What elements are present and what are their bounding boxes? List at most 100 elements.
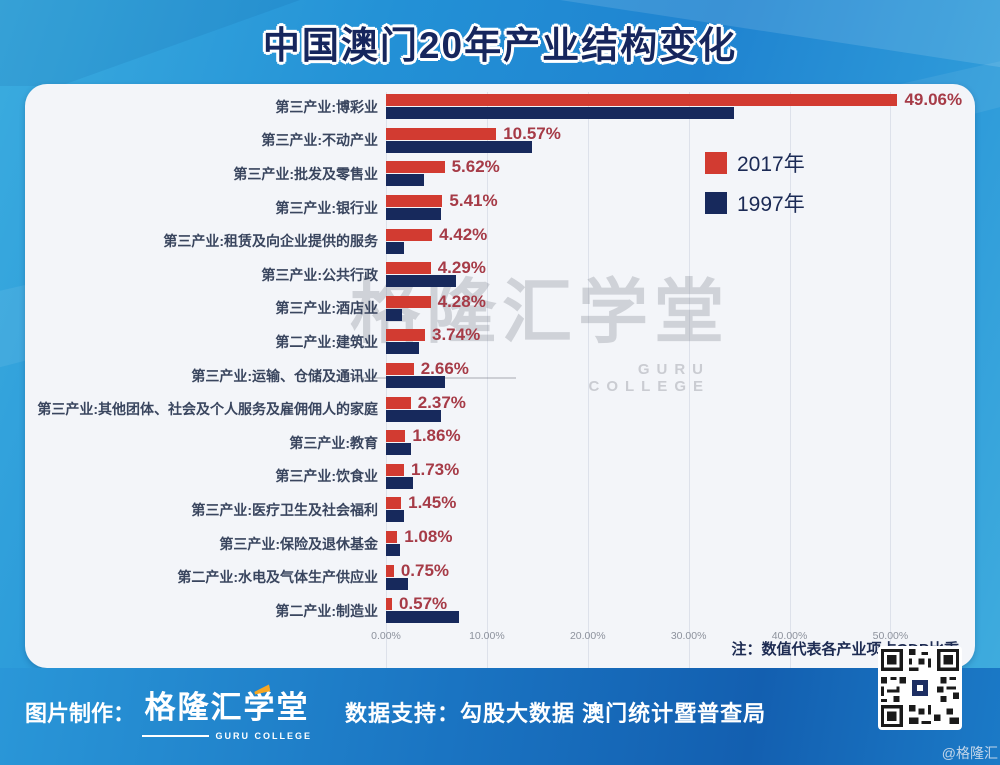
category-label: 第三产业:教育 <box>289 434 378 451</box>
chart-row: 第三产业:批发及零售业 5.62% <box>25 157 975 191</box>
bar-1997年 <box>386 342 420 355</box>
chart-row: 第二产业:制造业 0.57% <box>25 594 975 628</box>
logo-underline <box>142 735 210 737</box>
value-label: 1.73% <box>411 459 460 479</box>
chart-row: 第三产业:其他团体、社会及个人服务及雇佣佣人的家庭 2.37% <box>25 392 975 426</box>
bar-2017年 <box>386 598 392 611</box>
legend-label: 2017年 <box>737 153 805 176</box>
chart-rows: 第三产业:博彩业 49.06% 第三产业:不动产业 10.57% 第三产业:批发及零售业… <box>25 90 975 628</box>
value-label: 4.29% <box>437 258 486 278</box>
bar-1997年 <box>386 308 402 321</box>
category-label: 第二产业:水电及气体生产供应业 <box>177 569 378 586</box>
x-tick-label: 0.00% <box>371 630 401 642</box>
x-tick-label: 40.00% <box>771 630 808 642</box>
value-label: 4.28% <box>437 291 486 311</box>
value-label: 2.66% <box>420 359 469 379</box>
category-label: 第三产业:批发及零售业 <box>233 165 378 182</box>
category-label: 第三产业:公共行政 <box>261 266 378 283</box>
bar-1997年 <box>386 241 404 254</box>
value-label: 10.57% <box>503 123 561 143</box>
chart-row: 第三产业:医疗卫生及社会福利 1.45% <box>25 493 975 527</box>
bar-1997年 <box>386 544 400 557</box>
category-label: 第三产业:饮食业 <box>275 468 378 485</box>
bar-2017年 <box>386 127 497 140</box>
value-label: 49.06% <box>904 90 963 110</box>
bar-1997年 <box>386 443 412 456</box>
bar-2017年 <box>386 262 431 275</box>
category-label: 第三产业:医疗卫生及社会福利 <box>191 501 378 518</box>
gridline <box>587 92 589 708</box>
data-support-label: 数据支持：勾股大数据 澳门统计暨普查局 <box>345 701 767 726</box>
x-axis: 0.00% 10.00% 20.00% 30.00% 40.00% 50.00% <box>371 630 956 646</box>
bar-1997年 <box>386 376 446 389</box>
category-label: 第三产业:租赁及向企业提供的服务 <box>163 233 378 250</box>
gridline <box>789 92 791 708</box>
category-label: 第三产业:博彩业 <box>275 98 378 115</box>
value-label: 3.74% <box>431 325 481 345</box>
category-label: 第二产业:建筑业 <box>275 333 378 350</box>
bar-1997年 <box>386 510 404 523</box>
chart-row: 第二产业:水电及气体生产供应业 0.75% <box>25 560 975 594</box>
bar-2017年 <box>386 531 398 544</box>
bar-1997年 <box>386 275 456 288</box>
chart-row: 第三产业:教育 1.86% <box>25 426 975 460</box>
bar-1997年 <box>386 409 442 422</box>
chart-panel: 格隆汇学堂 GURU COLLEGE 第三产业:博彩业 49.06% 第三产业:不动… <box>25 84 975 708</box>
value-label: 0.75% <box>400 560 450 580</box>
bar-2017年 <box>386 161 445 174</box>
category-label: 第三产业:运输、仓储及通讯业 <box>191 367 378 384</box>
bar-2017年 <box>386 195 443 208</box>
bar-1997年 <box>386 107 735 120</box>
category-label: 第三产业:银行业 <box>275 199 378 216</box>
bar-1997年 <box>386 174 424 187</box>
chart-row: 第二产业:建筑业 3.74% <box>25 325 975 359</box>
value-label: 0.57% <box>398 594 448 614</box>
bar-1997年 <box>386 476 414 489</box>
x-tick-label: 10.00% <box>469 630 505 642</box>
legend-item: 2017年 <box>705 148 805 178</box>
legend-item: 1997年 <box>705 188 805 218</box>
logo-text: 格隆汇学堂 <box>142 682 312 727</box>
value-label: 5.62% <box>451 157 500 177</box>
chart-row: 第三产业:银行业 5.41% <box>25 191 975 225</box>
made-by-label: 图片制作： <box>25 701 136 726</box>
bar-1997年 <box>386 611 459 624</box>
value-label: 1.45% <box>408 493 457 513</box>
title-banner: 中国澳门20年产业结构变化 <box>0 0 1000 84</box>
bar-2017年 <box>386 463 405 476</box>
gridline <box>688 92 690 708</box>
bar-1997年 <box>386 140 532 153</box>
chart-row: 第三产业:酒店业 4.28% <box>25 292 975 326</box>
x-tick-label: 50.00% <box>872 630 909 642</box>
chart-row: 第三产业:不动产业 10.57% <box>25 124 975 158</box>
category-label: 第三产业:保险及退休基金 <box>219 535 378 552</box>
legend-swatch <box>705 152 727 174</box>
category-label: 第三产业:不动产业 <box>261 132 378 149</box>
value-label: 2.37% <box>417 392 466 412</box>
bar-2017年 <box>386 363 414 376</box>
page-title: 中国澳门20年产业结构变化 <box>262 25 738 66</box>
chart-row: 第三产业:饮食业 1.73% <box>25 460 975 494</box>
bar-1997年 <box>386 208 442 221</box>
logo-subtext: GURU COLLEGE <box>215 731 312 741</box>
chart-row: 第三产业:租赁及向企业提供的服务 4.42% <box>25 224 975 258</box>
category-label: 第二产业:制造业 <box>275 602 378 619</box>
bar-2017年 <box>386 295 431 308</box>
gridline <box>486 92 488 708</box>
category-label: 第三产业:其他团体、社会及个人服务及雇佣佣人的家庭 <box>37 401 378 418</box>
chart-legend: 2017年 1997年 <box>705 148 805 218</box>
value-label: 1.86% <box>412 426 461 446</box>
qr-code-icon <box>878 646 962 730</box>
bar-1997年 <box>386 577 408 590</box>
x-tick-label: 20.00% <box>569 630 606 642</box>
chart-row: 第三产业:保险及退休基金 1.08% <box>25 527 975 561</box>
footer-band: 图片制作： 格隆汇学堂 GURU COLLEGE 数据支持：勾股大数据 澳门统计… <box>0 646 1000 765</box>
chart-row: 第三产业:公共行政 4.29% <box>25 258 975 292</box>
gridline <box>890 92 892 708</box>
bar-2017年 <box>386 430 406 443</box>
chart-row: 第三产业:运输、仓储及通讯业 2.66% <box>25 359 975 393</box>
legend-label: 1997年 <box>737 193 805 216</box>
category-label: 第三产业:酒店业 <box>275 300 378 317</box>
watermark-handle: @格隆汇 <box>941 745 998 761</box>
